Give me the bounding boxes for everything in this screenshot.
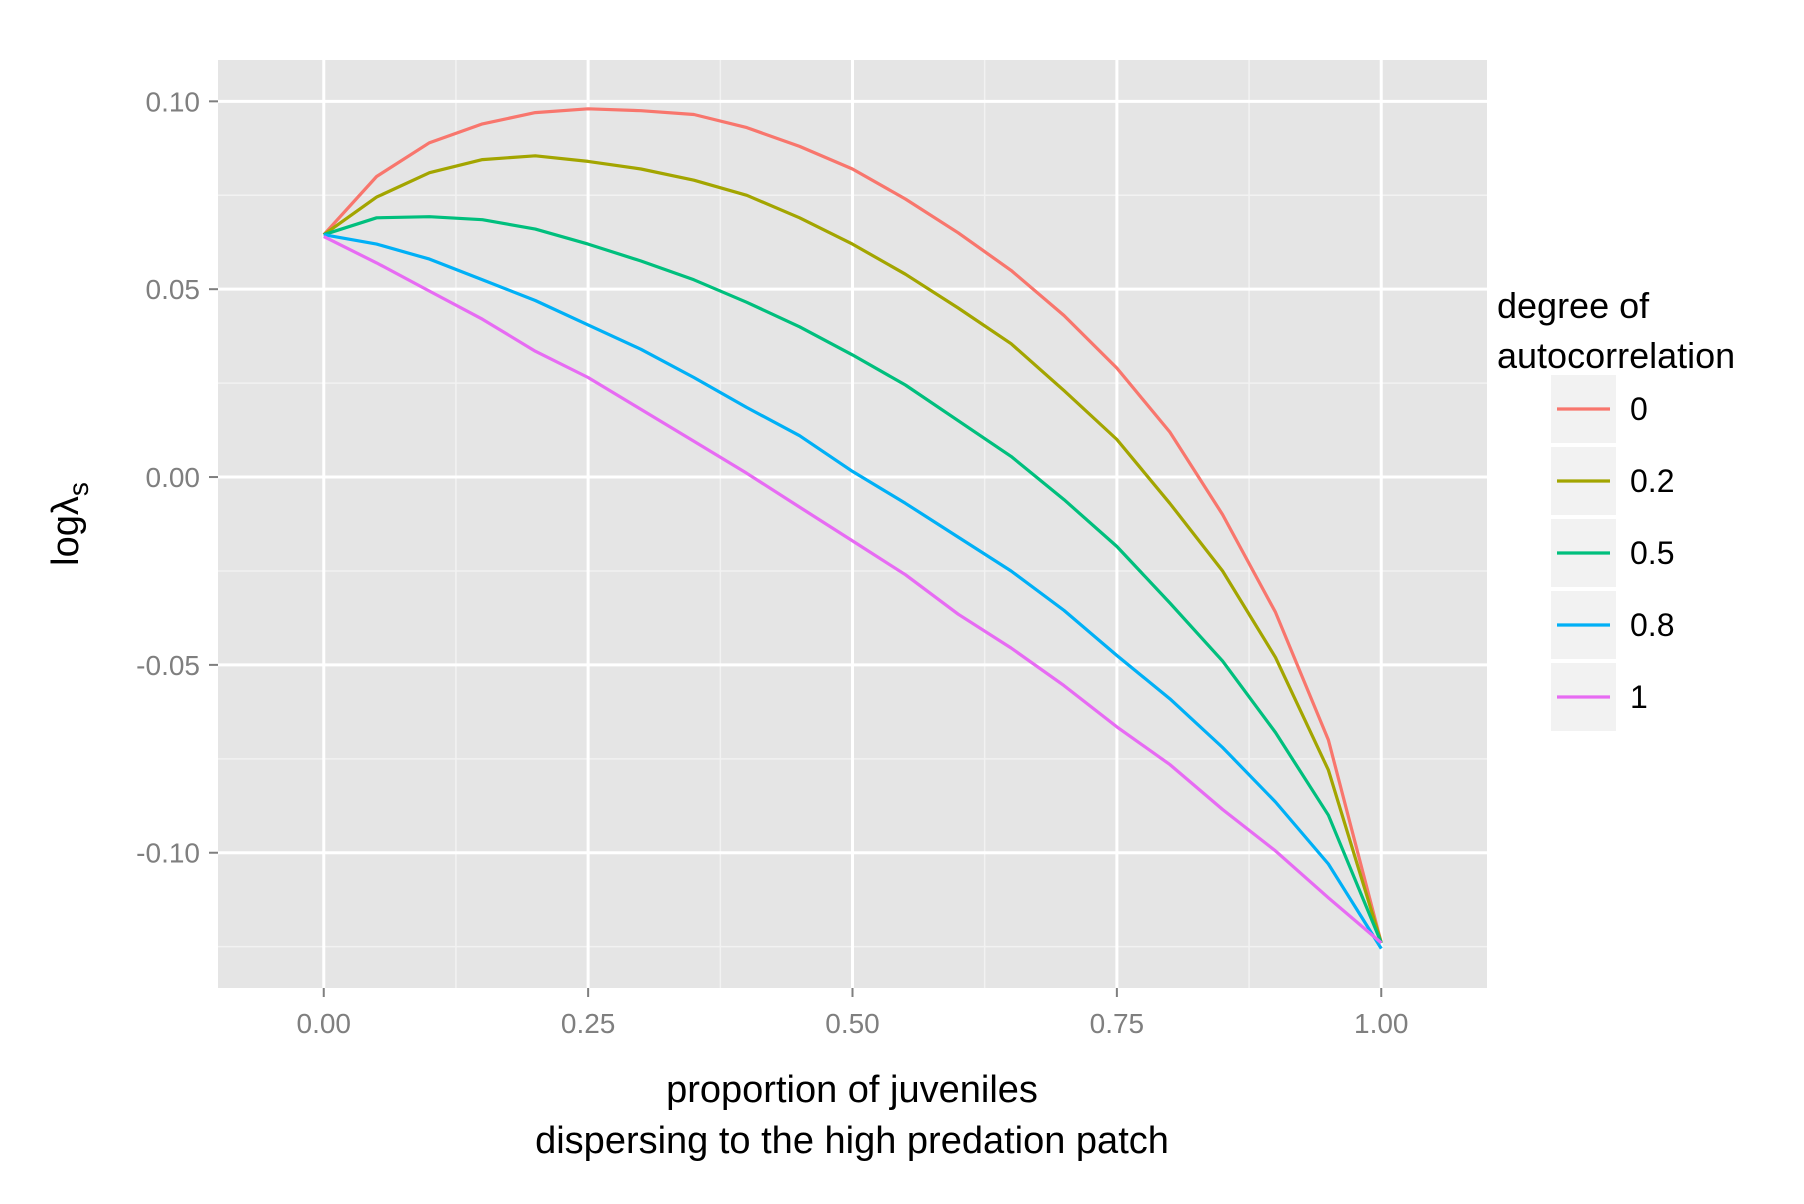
y-axis-title: logλs [45, 482, 94, 566]
y-axis: -0.10 -0.05 0.00 0.05 0.10 [136, 86, 218, 869]
x-tick-label: 0.25 [561, 1008, 616, 1039]
x-axis-title-line-2: dispersing to the high predation patch [535, 1120, 1169, 1162]
legend-label: 0.5 [1630, 535, 1674, 571]
y-tick-label: -0.05 [136, 650, 200, 681]
legend-label: 0.8 [1630, 607, 1674, 643]
x-tick-label: 0.00 [297, 1008, 352, 1039]
series-line-1 [323, 235, 1383, 945]
legend: degree of autocorrelation 0 0.2 0.5 0.8 1 [1497, 285, 1735, 731]
legend-title-line-1: degree of [1497, 285, 1650, 326]
series-line-0 [322, 107, 1383, 944]
legend-title-line-2: autocorrelation [1497, 335, 1735, 376]
x-axis: 0.00 0.25 0.50 0.75 1.00 [297, 988, 1409, 1039]
x-tick-label: 0.75 [1090, 1008, 1145, 1039]
y-tick-label: 0.10 [146, 86, 201, 117]
y-tick-label: 0.05 [146, 274, 201, 305]
grid-major [218, 60, 1487, 988]
legend-label: 1 [1630, 679, 1648, 715]
legend-label: 0 [1630, 391, 1648, 427]
series-line-0-8 [323, 233, 1383, 950]
y-axis-title-main: logλ [45, 496, 87, 566]
y-tick-label: 0.00 [146, 462, 201, 493]
y-axis-title-subscript: s [63, 482, 94, 496]
x-tick-label: 0.50 [825, 1008, 880, 1039]
x-axis-title-line-1: proportion of juveniles [666, 1069, 1038, 1111]
legend-items: 0 0.2 0.5 0.8 1 [1551, 375, 1674, 731]
series-lines [322, 107, 1383, 950]
series-line-0-2 [322, 154, 1383, 944]
series-line-0-5 [323, 215, 1383, 944]
x-tick-label: 1.00 [1354, 1008, 1409, 1039]
legend-label: 0.2 [1630, 463, 1674, 499]
y-tick-label: -0.10 [136, 838, 200, 869]
